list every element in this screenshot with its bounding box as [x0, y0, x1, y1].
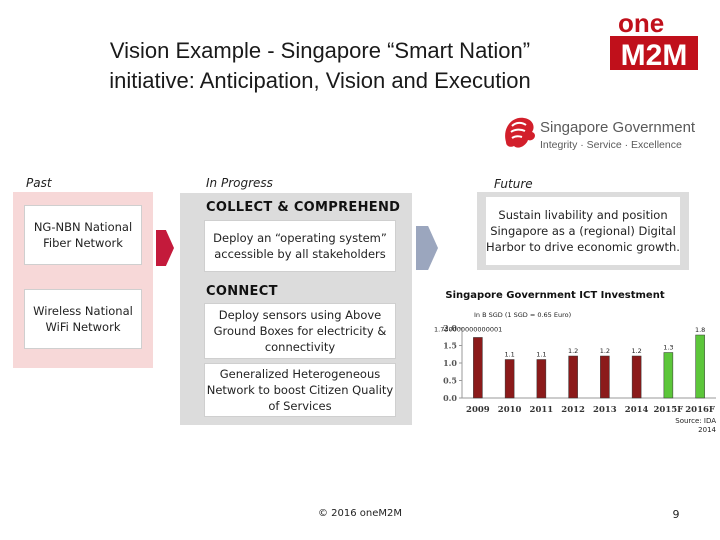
chart-x-tick-label: 2011	[530, 405, 554, 415]
chart-bar	[536, 359, 547, 399]
chart-x-tick-label: 2015F	[654, 405, 684, 415]
chart-x-tick-label: 2014	[625, 405, 649, 415]
chart-bar	[600, 355, 610, 399]
chart-x-tick-label: 2009	[466, 405, 490, 415]
deploy-sensors-box: Deploy sensors using Above Ground Boxes …	[204, 303, 396, 359]
chart-bar	[568, 355, 578, 399]
past-box-fiber: NG-NBN National Fiber Network	[24, 205, 142, 265]
slide-title: Vision Example - Singapore “Smart Nation…	[40, 36, 600, 96]
singapore-government-logo: Singapore Government Integrity · Service…	[500, 112, 710, 154]
progress-to-future-arrow	[416, 226, 438, 270]
logo-text-one: one	[618, 8, 664, 38]
chart-bar	[504, 359, 515, 399]
government-tagline: Integrity · Service · Excellence	[540, 139, 682, 151]
page-number: 9	[672, 508, 680, 521]
lion-head-icon	[505, 117, 535, 148]
connect-heading: CONNECT	[206, 284, 278, 299]
chart-data-label: 1.2	[600, 347, 610, 355]
chart-bar	[663, 352, 674, 399]
chart-y-tick-label: 1.0	[443, 358, 457, 368]
copyright-footer: © 2016 oneM2M	[317, 508, 403, 519]
chart-bar	[473, 337, 483, 399]
chart-data-label: 1.2	[631, 347, 641, 355]
chart-bar	[695, 334, 705, 399]
chart-source: Source: IDA 2014	[675, 417, 716, 434]
past-box-wifi: Wireless National WiFi Network	[24, 289, 142, 349]
collect-comprehend-heading: COLLECT & COMPREHEND	[206, 200, 401, 215]
chart-x-tick-label: 2016F	[685, 405, 715, 415]
chart-bar	[631, 355, 642, 399]
chart-data-label: 1.1	[504, 351, 514, 359]
label-past: Past	[26, 176, 52, 190]
operating-system-box: Deploy an “operating system” accessible …	[204, 220, 396, 272]
chart-y-tick-label: 0.5	[443, 376, 457, 386]
label-future: Future	[494, 177, 533, 191]
chart-title: Singapore Government ICT Investment	[445, 290, 665, 301]
past-to-progress-arrow	[156, 230, 174, 266]
chart-y-tick-label: 1.5	[443, 341, 457, 351]
chart-data-label: 1.3	[663, 344, 673, 352]
chart-data-label: 1.1	[536, 351, 546, 359]
chart-x-tick-label: 2013	[593, 405, 617, 415]
chart-subtitle: In B SGD (1 SGD = 0.65 Euro)	[474, 311, 571, 319]
chart-data-label: 1.730000000000001	[434, 325, 502, 333]
chart-x-tick-label: 2010	[498, 405, 522, 415]
government-name: Singapore Government	[540, 119, 696, 136]
label-in-progress: In Progress	[206, 176, 273, 190]
chart-data-label: 1.8	[695, 326, 705, 334]
chart-y-tick-label: 2.0	[443, 323, 457, 333]
slide-title-line-2: initiative: Anticipation, Vision and Exe…	[109, 68, 531, 93]
heterogeneous-network-box: Generalized Heterogeneous Network to boo…	[204, 363, 396, 417]
onem2m-logo: one M2M	[596, 4, 714, 74]
future-box: Sustain livability and position Singapor…	[486, 197, 680, 265]
ict-investment-chart: In B SGD (1 SGD = 0.65 Euro) 0.0 0.5 1.0 1.…	[434, 311, 716, 415]
slide-title-line-1: Vision Example - Singapore “Smart Nation…	[109, 38, 531, 63]
chart-x-tick-label: 2012	[561, 405, 585, 415]
chart-data-label: 1.2	[568, 347, 578, 355]
chart-y-tick-label: 0.0	[443, 393, 457, 403]
logo-text-m2m: M2M	[621, 39, 688, 72]
